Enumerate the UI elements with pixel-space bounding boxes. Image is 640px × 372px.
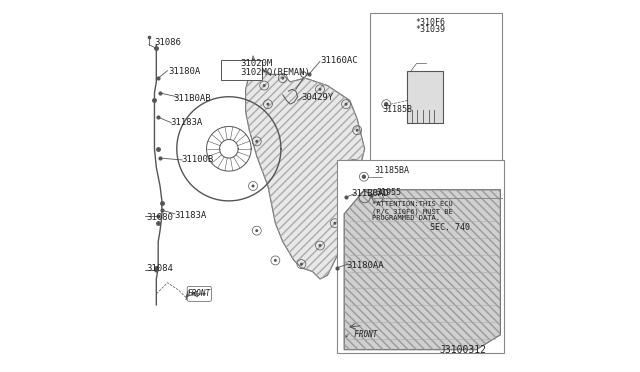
Text: 31160AC: 31160AC	[320, 56, 358, 65]
Text: 31020M: 31020M	[240, 59, 272, 68]
Bar	[370, 13, 502, 244]
Bar	[337, 160, 504, 353]
Text: (P/C 310F6) MUST BE: (P/C 310F6) MUST BE	[372, 208, 453, 215]
Text: 31180A: 31180A	[168, 67, 200, 76]
Text: 31080: 31080	[146, 213, 173, 222]
Circle shape	[300, 263, 303, 266]
Circle shape	[252, 185, 255, 187]
Circle shape	[319, 244, 321, 247]
Text: PROGRAMMED DATA.: PROGRAMMED DATA.	[372, 215, 440, 221]
Circle shape	[282, 77, 284, 80]
Text: 31084: 31084	[146, 264, 173, 273]
Text: 31185BA: 31185BA	[374, 166, 409, 175]
Bar	[371, 197, 500, 240]
Circle shape	[255, 229, 259, 232]
FancyBboxPatch shape	[187, 286, 211, 301]
Text: *ATTENTION:THIS ECU: *ATTENTION:THIS ECU	[372, 201, 453, 207]
Circle shape	[333, 222, 337, 225]
Text: 31183A: 31183A	[170, 118, 202, 126]
Text: 30429Y: 30429Y	[301, 93, 333, 102]
Text: 31183A: 31183A	[174, 211, 207, 219]
Text: J3100312: J3100312	[439, 345, 486, 355]
Circle shape	[319, 88, 321, 91]
Text: 31185B: 31185B	[383, 105, 413, 114]
Text: ⇙ FRONT: ⇙ FRONT	[346, 330, 378, 339]
Bar	[221, 60, 262, 80]
Circle shape	[255, 140, 259, 143]
Polygon shape	[344, 190, 500, 350]
Text: 311B0AB: 311B0AB	[173, 94, 211, 103]
Circle shape	[352, 162, 355, 165]
Circle shape	[385, 103, 388, 106]
Text: 31955: 31955	[376, 188, 401, 197]
Text: SEC. 740: SEC. 740	[429, 223, 470, 232]
Circle shape	[344, 192, 348, 195]
Circle shape	[356, 129, 358, 132]
Circle shape	[274, 259, 277, 262]
Circle shape	[266, 103, 269, 106]
Text: FRONT: FRONT	[188, 289, 211, 298]
Bar	[408, 71, 443, 123]
Text: *31039: *31039	[415, 25, 445, 34]
Text: 31180AA: 31180AA	[347, 261, 385, 270]
Text: 31100B: 31100B	[182, 155, 214, 164]
Circle shape	[262, 84, 266, 87]
Text: *310F6: *310F6	[415, 18, 445, 27]
Circle shape	[344, 103, 348, 106]
Text: 3102MQ(REMAN): 3102MQ(REMAN)	[240, 68, 310, 77]
Text: 311B0AD: 311B0AD	[351, 189, 389, 198]
Polygon shape	[246, 56, 365, 279]
Text: 31086: 31086	[154, 38, 181, 47]
Circle shape	[362, 175, 365, 178]
